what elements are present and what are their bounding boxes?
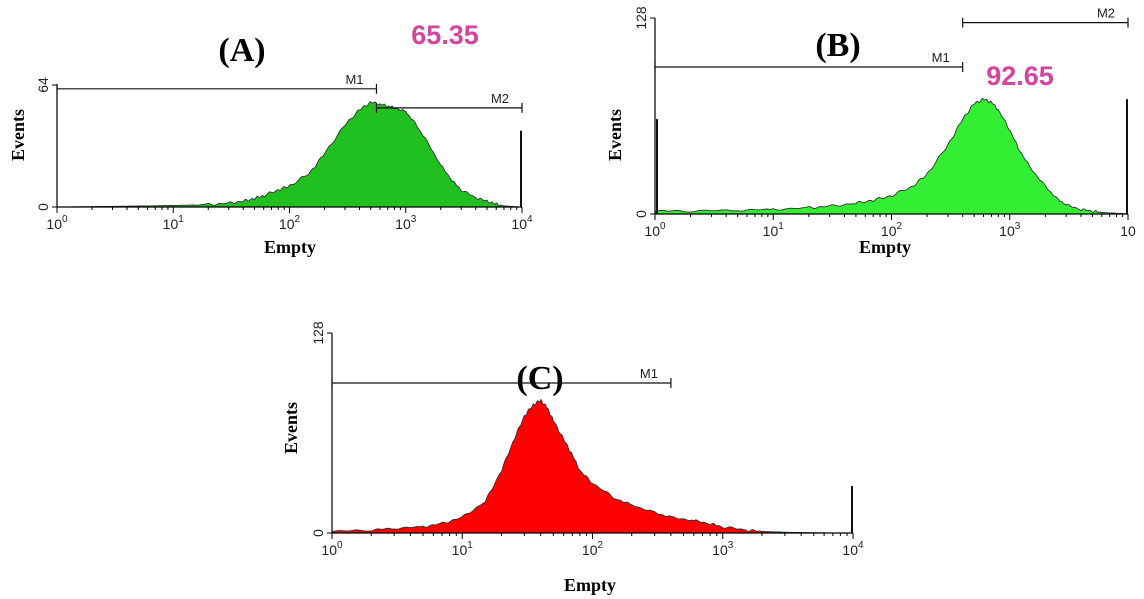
panel-a-y-axis-title: Events bbox=[8, 109, 28, 161]
panel-b-label: (B) bbox=[815, 27, 860, 64]
panel-b-x-axis-title: Empty bbox=[859, 237, 911, 257]
panel-c-x-tick-label: 103 bbox=[712, 540, 734, 558]
panel-a-x-tick-label: 103 bbox=[395, 214, 417, 232]
panel-b-y-axis-title: Events bbox=[605, 109, 625, 161]
panel-a-plot-area: 100 101 102 103 104 0 64 M1 M2 bbox=[35, 72, 533, 232]
panel-c-plot-area: 100 101 102 103 104 0 128 M1 bbox=[310, 321, 864, 558]
panel-b-marker-m2-label: M2 bbox=[1097, 6, 1115, 21]
histogram-panel-b: (B) 92.65 Events Empty 100 101 102 103 10012… bbox=[605, 6, 1136, 257]
panel-c-x-axis-title: Empty bbox=[564, 575, 616, 595]
panel-a-marker-m2-label: M2 bbox=[491, 91, 509, 106]
panel-c-x-tick-label: 104 bbox=[842, 540, 864, 558]
histogram-panel-a: (A) 65.35 Events Empty 100 101 102 103 104 0 6… bbox=[8, 20, 533, 257]
panel-a-y-tick-label: 64 bbox=[35, 77, 51, 93]
panel-c-y-tick-label: 0 bbox=[310, 529, 326, 537]
panel-c-marker-m1-label: M1 bbox=[640, 366, 658, 381]
panel-a-x-tick-label: 100 bbox=[46, 214, 68, 232]
panel-a-marker-m1-label: M1 bbox=[345, 72, 363, 87]
panel-a-x-axis-title: Empty bbox=[264, 237, 316, 257]
panel-b-value-label: 92.65 bbox=[986, 61, 1054, 91]
panel-a-value-label: 65.35 bbox=[411, 20, 479, 50]
panel-c-x-tick-label: 102 bbox=[582, 540, 604, 558]
panel-b-x-tick-label: 100 bbox=[644, 221, 666, 239]
panel-c-y-axis-title: Events bbox=[281, 402, 301, 454]
panel-b-histogram bbox=[654, 97, 1129, 215]
panel-a-x-tick-label: 102 bbox=[279, 214, 301, 232]
panel-c-label: (C) bbox=[516, 360, 563, 397]
panel-b-x-tick-label: 103 bbox=[999, 221, 1021, 239]
panel-b-y-tick-label: 0 bbox=[633, 210, 649, 218]
panel-a-y-tick-label: 0 bbox=[35, 203, 51, 211]
panel-a-x-tick-label: 104 bbox=[511, 214, 533, 232]
panel-a-histogram bbox=[57, 101, 522, 208]
panel-c-x-tick-label: 101 bbox=[452, 540, 474, 558]
panel-b-x-tick-label: 101 bbox=[763, 221, 785, 239]
panel-b-axes bbox=[654, 18, 1128, 215]
panel-a-label: (A) bbox=[218, 32, 265, 69]
panel-b-x-tick-label: 10 bbox=[1120, 223, 1136, 239]
panel-c-x-tick-label: 100 bbox=[321, 540, 343, 558]
panel-b-y-tick-label: 128 bbox=[633, 6, 649, 30]
panel-b-marker-m1-label: M1 bbox=[932, 50, 950, 65]
panel-c-histogram bbox=[331, 398, 853, 534]
panel-a-x-tick-label: 101 bbox=[163, 214, 185, 232]
panel-c-y-tick-label: 128 bbox=[310, 321, 326, 345]
histogram-panel-c: (C) Events Empty 100 101 102 103 104 0 128 M1 bbox=[281, 321, 864, 595]
